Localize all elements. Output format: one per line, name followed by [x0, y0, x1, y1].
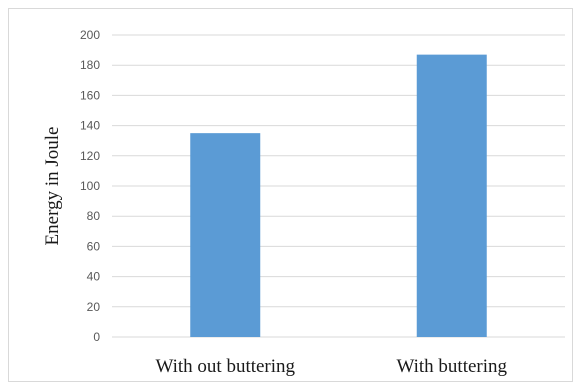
gridlines	[112, 34, 565, 338]
y-tick-label: 120	[80, 149, 100, 163]
bars	[190, 54, 487, 337]
y-axis-title: Energy in Joule	[42, 127, 63, 246]
y-tick-label: 20	[87, 300, 101, 314]
y-tick-label: 180	[80, 58, 100, 72]
x-axis-categories: With out buttering With buttering	[155, 356, 507, 377]
y-tick-label: 80	[87, 209, 101, 223]
y-tick-label: 100	[80, 179, 100, 193]
y-tick-label: 140	[80, 119, 100, 133]
y-tick-label: 160	[80, 88, 100, 102]
bar	[416, 54, 487, 337]
x-category-label: With out buttering	[155, 356, 295, 377]
y-tick-label: 60	[87, 239, 101, 253]
y-tick-label: 0	[93, 330, 100, 344]
x-category-label: With buttering	[396, 356, 507, 377]
y-axis-ticks: 0 20 40 60 80 100 120 140 160 180 200	[80, 28, 100, 344]
y-tick-label: 40	[87, 270, 101, 284]
y-tick-label: 200	[80, 28, 100, 42]
bar	[190, 133, 261, 337]
